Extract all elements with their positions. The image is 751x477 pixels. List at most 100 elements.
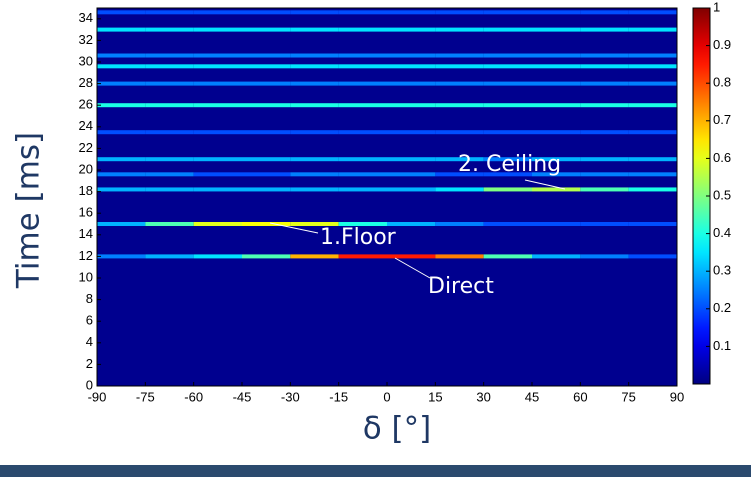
heatmap-cell [580, 81, 629, 86]
heatmap-cell [387, 172, 436, 177]
y-tick-label: 28 [79, 75, 93, 90]
heatmap-cell [532, 222, 581, 226]
heatmap-cell [193, 10, 242, 15]
heatmap-cell [628, 172, 677, 177]
heatmap-cell [97, 64, 146, 69]
heatmap-cell [290, 81, 339, 86]
heatmap-cell [338, 103, 387, 108]
heatmap-cell [290, 53, 339, 58]
y-tick-label: 16 [79, 205, 93, 220]
heatmap-cell [145, 81, 194, 86]
heatmap-cell [290, 157, 339, 162]
x-tick-label: 0 [383, 389, 390, 404]
heatmap-cell [338, 157, 387, 162]
heatmap-cell [532, 254, 581, 259]
heatmap-cell [242, 172, 291, 177]
heatmap-cell [435, 157, 484, 162]
heatmap-cell [387, 53, 436, 58]
x-tick-label: 90 [670, 389, 684, 404]
heatmap-cell [532, 81, 581, 86]
heatmap-cell [628, 81, 677, 86]
heatmap-cell [483, 187, 532, 192]
heatmap-cell [628, 64, 677, 69]
heatmap-cell [242, 27, 291, 32]
heatmap-cell [338, 53, 387, 58]
heatmap-cell [483, 10, 532, 15]
heatmap-cell [628, 222, 677, 226]
colorbar-tick-label: 0.5 [713, 187, 731, 202]
heatmap-cell [435, 10, 484, 15]
colorbar-tick-label: 0.2 [713, 300, 731, 315]
heatmap-cell [483, 103, 532, 108]
x-tick-label: 15 [428, 389, 442, 404]
heatmap-cell [628, 254, 677, 259]
plot-background [97, 8, 677, 386]
heatmap-cell [145, 10, 194, 15]
heatmap-cell [628, 10, 677, 15]
heatmap-cell [97, 10, 146, 15]
heatmap-cell [242, 187, 291, 192]
heatmap-cell [290, 222, 339, 226]
x-tick-label: -45 [233, 389, 252, 404]
heatmap-cell [532, 157, 581, 162]
heatmap-cell [387, 222, 436, 226]
heatmap-cell [290, 64, 339, 69]
heatmap-cell [145, 157, 194, 162]
colorbar-tick-label: 0.1 [713, 338, 731, 353]
heatmap-cell [145, 187, 194, 192]
colorbar-tick-label: 0.6 [713, 150, 731, 165]
heatmap-cell [387, 81, 436, 86]
heatmap-cell [97, 254, 146, 259]
y-tick-label: 18 [79, 183, 93, 198]
heatmap-cell [483, 53, 532, 58]
heatmap-cell [387, 130, 436, 135]
heatmap-cell [628, 187, 677, 192]
y-tick-label: 30 [79, 53, 93, 68]
heatmap-cell [435, 187, 484, 192]
heatmap-cell [193, 64, 242, 69]
heatmap-cell [242, 103, 291, 108]
heatmap-cell [242, 64, 291, 69]
heatmap-cell [483, 172, 532, 177]
x-tick-label: 30 [476, 389, 490, 404]
heatmap-cell [435, 81, 484, 86]
heatmap-cell [97, 27, 146, 32]
heatmap-cell [628, 157, 677, 162]
heatmap-cell [97, 53, 146, 58]
x-tick-label: -60 [184, 389, 203, 404]
x-tick-label: -75 [136, 389, 155, 404]
colorbar-tick-label: 0.4 [713, 225, 731, 240]
heatmap-cell [242, 130, 291, 135]
heatmap-cell [97, 222, 146, 226]
x-tick-label: 75 [621, 389, 635, 404]
y-tick-label: 22 [79, 140, 93, 155]
heatmap-cell [580, 10, 629, 15]
heatmap-cell [628, 130, 677, 135]
x-tick-label: -30 [281, 389, 300, 404]
heatmap-cell [435, 254, 484, 259]
colorbar-tick-label: 0.7 [713, 112, 731, 127]
heatmap-cell [193, 254, 242, 259]
heatmap-cell [242, 222, 291, 226]
heatmap-cell [338, 130, 387, 135]
heatmap-cell [580, 187, 629, 192]
annotation: 1.Floor [320, 225, 397, 250]
heatmap-cell [290, 27, 339, 32]
heatmap-cell [290, 172, 339, 177]
heatmap-cell [290, 187, 339, 192]
heatmap-cell [483, 130, 532, 135]
heatmap-cell [97, 157, 146, 162]
heatmap-cell [97, 130, 146, 135]
heatmap-cell [338, 10, 387, 15]
heatmap-cell [580, 103, 629, 108]
heatmap-cell [387, 103, 436, 108]
heatmap-cell [193, 81, 242, 86]
heatmap-cell [338, 27, 387, 32]
heatmap-cell [338, 64, 387, 69]
heatmap-cell [145, 27, 194, 32]
heatmap-cell [145, 64, 194, 69]
heatmap-cell [338, 187, 387, 192]
heatmap-cell [387, 27, 436, 32]
y-tick-label: 8 [86, 291, 93, 306]
